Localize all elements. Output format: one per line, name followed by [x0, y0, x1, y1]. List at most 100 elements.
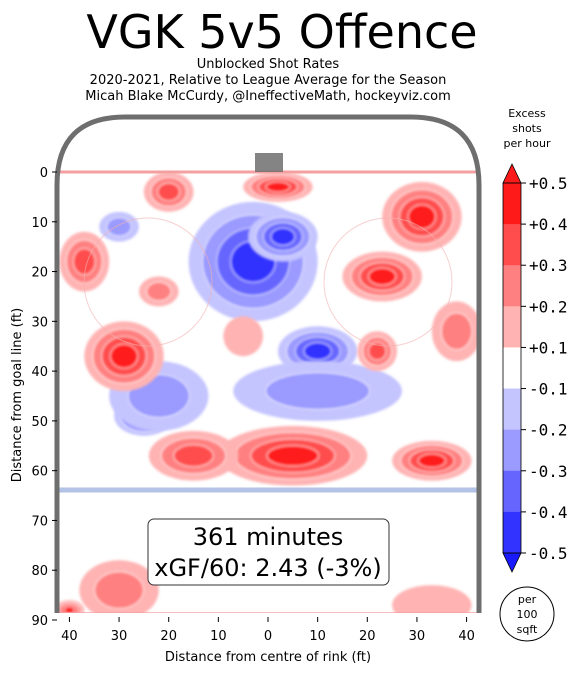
heatmap-contour — [94, 571, 145, 610]
x-tick-label: 10 — [210, 629, 227, 644]
y-tick-label: 90 — [31, 614, 48, 629]
heatmap-blob — [243, 172, 313, 202]
heatmap-blob — [382, 181, 462, 252]
summary-xgf: xGF/60: 2.43 (-3%) — [154, 554, 381, 582]
heatmap-contour — [106, 217, 132, 237]
heatmap-blob — [138, 276, 179, 307]
heatmap-contour — [407, 204, 437, 230]
heatmap-contour — [109, 343, 139, 369]
subtitle-line-3: Micah Blake McCurdy, @IneffectiveMath, h… — [85, 89, 451, 104]
y-tick-label: 70 — [31, 514, 48, 529]
x-axis-ticks: 40 30 20 10 0 10 20 30 40 — [61, 617, 475, 644]
colorbar-tick-label: -0.1 — [529, 380, 568, 399]
heatmap-blob — [248, 211, 318, 262]
heatmap-contour — [367, 267, 397, 286]
colorbar-band — [503, 470, 521, 513]
faceoff-circle-right — [323, 217, 453, 347]
y-tick-label: 30 — [31, 315, 48, 330]
x-tick-label: 40 — [458, 629, 475, 644]
colorbar-tick-label: -0.3 — [529, 462, 568, 481]
goal-net — [255, 153, 283, 172]
colorbar-title-line-1: Excess — [508, 107, 546, 120]
heatmap-contour — [72, 247, 96, 276]
colorbar-tick-label: +0.1 — [529, 338, 568, 357]
heatmap-contour — [157, 182, 181, 202]
colorbar-tick-label: +0.5 — [529, 174, 568, 193]
heatmap-blob — [148, 430, 239, 481]
heatmap-blob — [84, 321, 164, 392]
y-tick-label: 40 — [31, 365, 48, 380]
colorbar-band — [503, 347, 521, 390]
heatmap-contour — [367, 341, 387, 361]
heatmap-contour — [223, 316, 264, 357]
colorbar-title-line-2: shots — [512, 122, 542, 135]
colorbar-bands — [503, 183, 521, 554]
colorbar-band — [503, 306, 521, 348]
y-tick-label: 20 — [31, 266, 48, 281]
unit-badge-line-1: per — [518, 593, 537, 606]
colorbar-ticks: +0.5 +0.4 +0.3 +0.2 +0.1 -0.1 -0.2 -0.3 -0.4 -0.5 — [521, 174, 568, 563]
colorbar-tick-label: +0.2 — [529, 297, 568, 316]
x-tick-label: 20 — [160, 629, 177, 644]
unit-badge-line-2: 100 — [517, 608, 538, 621]
colorbar-tick-label: +0.4 — [529, 215, 568, 234]
colorbar-band — [503, 224, 521, 266]
heatmap-contour — [265, 372, 371, 410]
unit-badge-line-3: sqft — [517, 623, 538, 636]
y-tick-label: 80 — [31, 564, 48, 579]
subtitle-line-2: 2020-2021, Relative to League Average fo… — [90, 73, 447, 88]
heatmap-blob — [342, 251, 422, 302]
heatmap-contour — [270, 227, 296, 246]
x-tick-label: 10 — [309, 629, 326, 644]
subtitle-line-1: Unblocked Shot Rates — [197, 57, 340, 72]
colorbar-tick-label: -0.2 — [529, 421, 568, 440]
x-tick-label: 20 — [359, 629, 376, 644]
heatmap-contour — [417, 453, 447, 469]
heatmap-contour — [266, 444, 320, 467]
colorbar-band — [503, 511, 521, 554]
heatmap-blob — [277, 326, 358, 377]
heatmap-blob — [218, 425, 368, 486]
heatmap-blob — [392, 585, 472, 613]
y-tick-label: 0 — [40, 166, 48, 181]
heatmap-contour — [440, 312, 473, 351]
heatmap-contour — [265, 181, 291, 193]
colorbar-band — [503, 265, 521, 307]
heatmap-contour — [303, 342, 332, 361]
y-tick-label: 10 — [31, 216, 48, 231]
x-tick-label: 30 — [409, 629, 426, 644]
summary-box-frame — [147, 518, 390, 586]
rink-boards — [54, 114, 482, 613]
heatmap-blob — [233, 361, 403, 421]
y-axis-label: Distance from goal line (ft) — [10, 308, 25, 482]
heatmap-blob — [431, 301, 479, 362]
colorbar-tick-label: -0.5 — [529, 544, 568, 563]
heatmap-blob — [392, 440, 472, 481]
colorbar-band — [503, 429, 521, 472]
colorbar-tick-label: -0.4 — [529, 503, 568, 522]
heatmap-contour — [173, 444, 214, 468]
x-axis-label: Distance from centre of rink (ft) — [165, 650, 371, 665]
faceoff-circle-left — [83, 217, 213, 347]
heatmap-blob — [143, 172, 194, 212]
y-tick-label: 60 — [31, 465, 48, 480]
heatmap-contour — [146, 281, 172, 302]
colorbar: Excess shots per hour +0.5+0.4+0.3+0.2+0… — [502, 107, 568, 573]
y-axis-ticks: 0 10 20 30 40 50 60 70 80 90 — [31, 166, 57, 629]
colorbar-top-arrow — [502, 163, 522, 184]
heatmap-contour — [63, 606, 76, 613]
heatmap-contour — [392, 585, 472, 613]
y-tick-label: 50 — [31, 415, 48, 430]
heatmap-blob — [223, 316, 264, 357]
summary-box: 361 minutes xGF/60: 2.43 (-3%) — [147, 518, 390, 586]
colorbar-band — [503, 388, 521, 431]
heatmap-area — [57, 117, 479, 613]
colorbar-title-line-3: per hour — [504, 137, 551, 150]
summary-minutes: 361 minutes — [193, 523, 344, 551]
unit-badge-circle — [499, 586, 555, 642]
colorbar-frame — [502, 182, 522, 554]
colorbar-band — [503, 183, 521, 225]
heatmap-blob — [79, 560, 159, 613]
heatmap-blobs — [57, 172, 479, 613]
